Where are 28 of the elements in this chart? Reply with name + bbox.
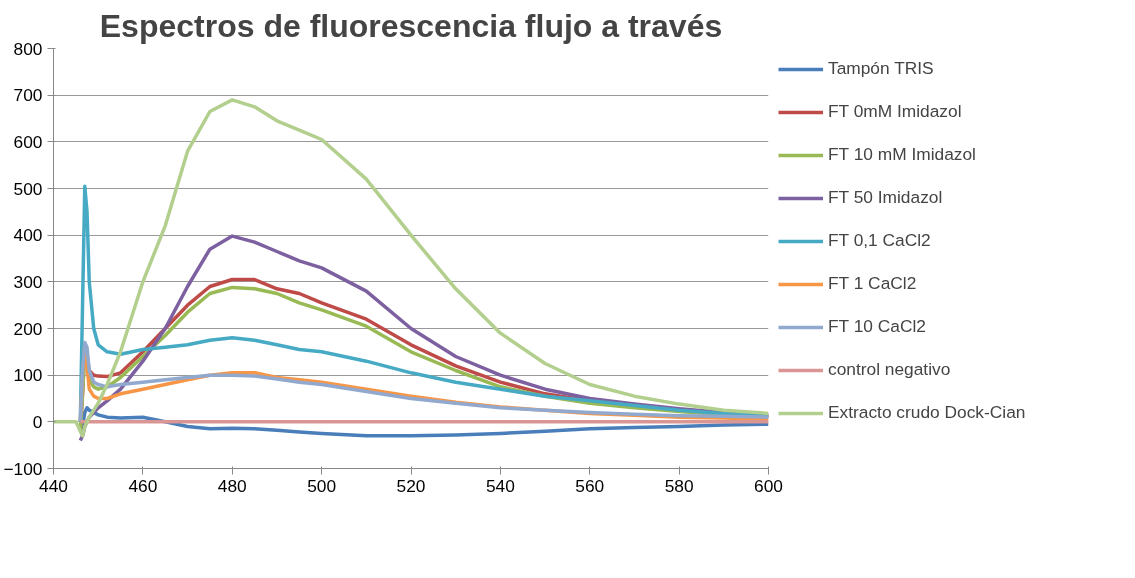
legend-label: FT 1 CaCl2	[828, 273, 917, 294]
x-tick-label: 480	[217, 475, 247, 496]
x-tick-label: 600	[754, 475, 783, 496]
legend-label: FT 10 CaCl2	[828, 316, 926, 337]
legend-label: FT 0mM Imidazol	[828, 101, 962, 122]
legend-label: FT 0,1 CaCl2	[828, 230, 931, 251]
y-tick-label: 100	[13, 365, 43, 386]
y-tick-label: 200	[13, 318, 43, 339]
y-tick-label: 800	[13, 38, 43, 59]
x-tick-label: 560	[575, 475, 605, 496]
chart-title: Espectros de fluorescencia flujo a través	[99, 7, 723, 44]
x-tick-label: 580	[664, 475, 694, 496]
legend-label: FT 10 mM Imidazol	[828, 144, 976, 165]
legend-label: Extracto crudo Dock-Cian	[828, 402, 1026, 423]
x-tick-label: 520	[396, 475, 426, 496]
legend-label: control negativo	[828, 359, 951, 380]
y-tick-label: 0	[32, 411, 43, 432]
y-tick-label: 300	[13, 271, 43, 292]
legend-label: FT 50 Imidazol	[828, 187, 943, 208]
y-tick-label: 700	[13, 85, 43, 106]
x-tick-label: 500	[307, 475, 337, 496]
y-tick-label: 600	[13, 131, 43, 152]
x-tick-label: 460	[128, 475, 158, 496]
y-tick-label: 400	[13, 225, 43, 246]
y-tick-label: 500	[13, 178, 43, 199]
legend-label: Tampón TRIS	[828, 58, 934, 79]
x-tick-label: 540	[485, 475, 515, 496]
line-series	[53, 98, 769, 438]
